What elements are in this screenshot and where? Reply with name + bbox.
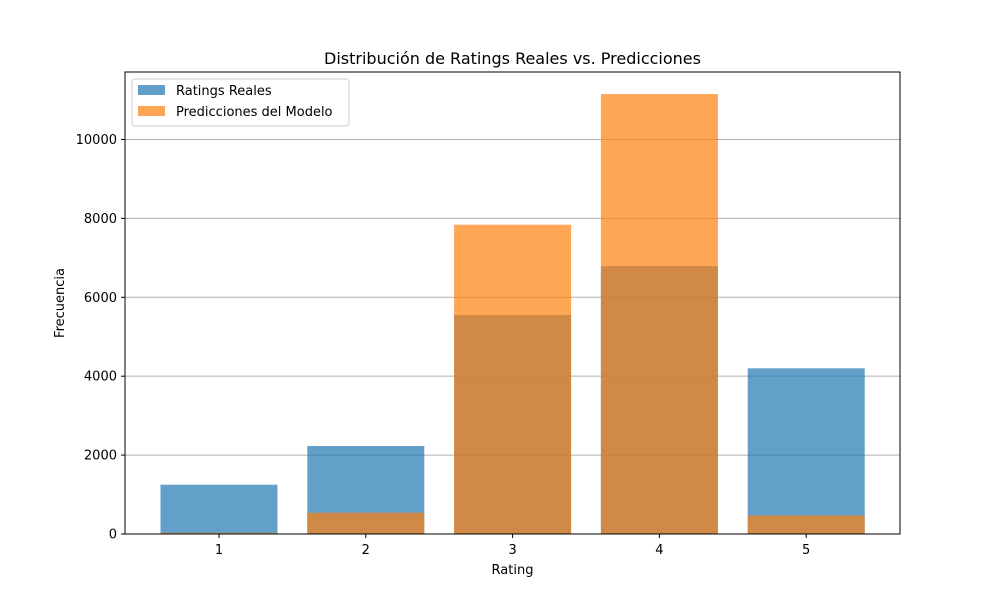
bar [160,484,278,534]
x-axis-label: Rating [492,563,534,578]
y-tick-label: 4000 [84,370,117,385]
chart-title: Distribución de Ratings Reales vs. Predi… [324,49,701,68]
x-axis-ticks: 1 2 3 4 5 [215,534,810,558]
bars [160,94,865,535]
legend-swatch [138,85,165,95]
y-tick-label: 0 [109,528,117,543]
bar [747,368,865,534]
x-tick-label: 1 [215,543,223,558]
bar [600,94,718,534]
legend-box [131,78,350,127]
y-tick-label: 6000 [84,291,117,306]
x-tick-label: 4 [655,543,663,558]
y-tick-label: 8000 [84,212,117,227]
legend-label: Predicciones del Modelo [176,105,333,120]
legend: Ratings Reales Predicciones del Modelo [131,78,350,127]
legend-label: Ratings Reales [176,84,272,99]
x-tick-label: 5 [802,543,810,558]
bar [454,224,572,535]
legend-swatch [138,106,165,116]
bar [160,532,278,534]
y-axis-label: Frecuencia [53,268,68,338]
bar [307,512,425,534]
x-tick-label: 3 [508,543,516,558]
series-2 [160,94,865,535]
x-tick-label: 2 [362,543,370,558]
y-tick-label: 10000 [76,133,117,148]
y-tick-label: 2000 [84,449,117,464]
y-axis-ticks: 0 2000 4000 6000 8000 10000 [76,133,125,543]
bar [747,515,865,534]
